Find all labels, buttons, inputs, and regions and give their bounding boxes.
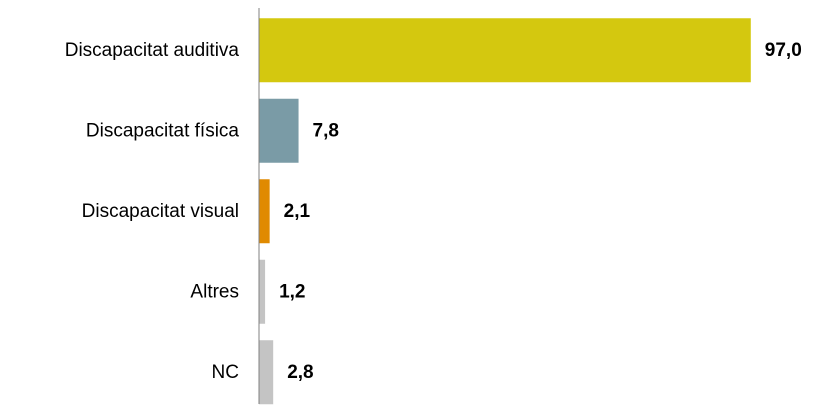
category-label-3: Discapacitat visual [82, 201, 239, 222]
value-label-1: 97,0 [765, 40, 802, 61]
category-label-1: Discapacitat auditiva [65, 40, 240, 61]
category-label-5: NC [212, 362, 239, 383]
value-label-5: 2,8 [287, 362, 313, 383]
category-label-2: Discapacitat física [86, 120, 240, 141]
value-label-3: 2,1 [284, 201, 311, 222]
bar-2 [259, 99, 299, 163]
bars-group [259, 18, 751, 404]
value-label-2: 7,8 [313, 120, 339, 141]
value-label-4: 1,2 [279, 281, 305, 302]
bar-3 [259, 179, 270, 243]
bar-4 [259, 260, 265, 324]
bar-5 [259, 340, 273, 404]
bar-1 [259, 18, 751, 82]
value-labels-group: 97,0 7,8 2,1 1,2 2,8 [279, 40, 802, 383]
category-labels-group: Discapacitat auditiva Discapacitat física… [65, 40, 240, 383]
category-label-4: Altres [190, 281, 239, 302]
